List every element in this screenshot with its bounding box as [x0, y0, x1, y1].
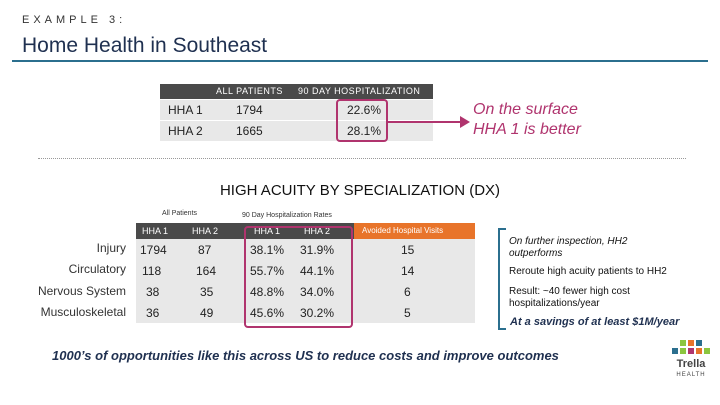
arrow-icon — [388, 116, 470, 128]
cell: 55.7% — [250, 264, 285, 278]
cell: 1794 — [140, 243, 167, 257]
table-row: 1794 87 38.1% 31.9% 15 — [136, 239, 475, 260]
cell: 5 — [404, 306, 411, 320]
cell: 164 — [196, 264, 217, 278]
note-line: outperforms — [509, 248, 563, 259]
patients-header: HHA 1 HHA 2 — [136, 223, 236, 239]
surface-note: On the surface HHA 1 is better — [473, 100, 581, 140]
table-row: 36 49 45.6% 30.2% 5 — [136, 302, 475, 323]
cell: 30.2% — [300, 306, 335, 320]
table-row: 38 35 48.8% 34.0% 6 — [136, 281, 475, 302]
cell: 44.1% — [300, 264, 335, 278]
row-patients: 1665 — [236, 124, 263, 138]
rates-highlight-box — [244, 226, 353, 328]
group-label-all-patients: All Patients — [162, 210, 198, 217]
note-line: Result: ~40 fewer high cost — [509, 286, 630, 297]
rate-highlight-box — [336, 99, 388, 142]
trella-logo: Trella HEALTH — [668, 340, 714, 386]
col-header: HHA 2 — [304, 226, 331, 236]
group-label-rates: 90 Day Hospitalization Rates — [242, 212, 332, 219]
cell: 36 — [146, 306, 160, 320]
row-name: HHA 1 — [168, 103, 203, 117]
col-header: HHA 2 — [192, 226, 219, 236]
note-line: On further inspection, HH2 — [509, 236, 628, 247]
cell: 31.9% — [300, 243, 335, 257]
eyebrow-label: EXAMPLE 3: — [22, 14, 127, 26]
section-divider — [38, 158, 686, 159]
col-header: Avoided Hospital Visits — [362, 226, 444, 235]
note-line: hospitalizations/year — [509, 298, 600, 309]
cell: 48.8% — [250, 285, 285, 299]
section-title: HIGH ACUITY BY SPECIALIZATION (DX) — [219, 182, 501, 199]
cell: 38.1% — [250, 243, 285, 257]
top-table-header: ALL PATIENTS 90 DAY HOSPITALIZATION — [160, 84, 433, 99]
row-name: HHA 2 — [168, 124, 203, 138]
table-row: 118 164 55.7% 44.1% 14 — [136, 260, 475, 281]
row-patients: 1794 — [236, 103, 263, 117]
page-title: Home Health in Southeast — [22, 34, 268, 57]
notes-bracket — [498, 228, 506, 330]
cell: 6 — [404, 285, 411, 299]
surface-note-line: HHA 1 is better — [473, 121, 581, 138]
cell: 14 — [401, 264, 415, 278]
note-savings: At a savings of at least $1M/year — [510, 316, 680, 328]
note-further-inspection: On further inspection, HH2 outperforms — [509, 236, 627, 260]
top-table-row: HHA 1 1794 22.6% — [160, 100, 433, 120]
top-table-row: HHA 2 1665 28.1% — [160, 121, 433, 141]
logo-subtext: HEALTH — [676, 372, 706, 378]
title-divider — [12, 60, 708, 62]
row-rate: 22.6% — [347, 103, 382, 117]
cell: 87 — [198, 243, 212, 257]
row-label: Nervous System — [37, 284, 126, 298]
cell: 34.0% — [300, 285, 335, 299]
row-label: Circulatory — [68, 262, 126, 276]
cell: 49 — [200, 306, 214, 320]
header-90-day: 90 DAY HOSPITALIZATION — [298, 86, 421, 96]
col-header: HHA 1 — [142, 226, 169, 236]
col-header: HHA 1 — [254, 226, 281, 236]
cell: 118 — [142, 264, 162, 278]
logo-wordmark: Trella — [676, 358, 706, 370]
footer-statement: 1000’s of opportunities like this across… — [52, 348, 559, 363]
header-all-patients: ALL PATIENTS — [216, 86, 283, 96]
row-label: Musculoskeletal — [40, 305, 126, 319]
cell: 15 — [401, 243, 415, 257]
note-reroute: Reroute high acuity patients to HH2 — [509, 266, 667, 277]
cell: 45.6% — [250, 306, 285, 320]
cell: 38 — [146, 285, 160, 299]
surface-note-line: On the surface — [473, 101, 578, 118]
note-result: Result: ~40 fewer high cost hospitalizat… — [509, 286, 630, 310]
row-rate: 28.1% — [347, 124, 382, 138]
avoided-header: Avoided Hospital Visits — [354, 223, 475, 239]
row-label: Injury — [96, 241, 126, 255]
cell: 35 — [200, 285, 214, 299]
